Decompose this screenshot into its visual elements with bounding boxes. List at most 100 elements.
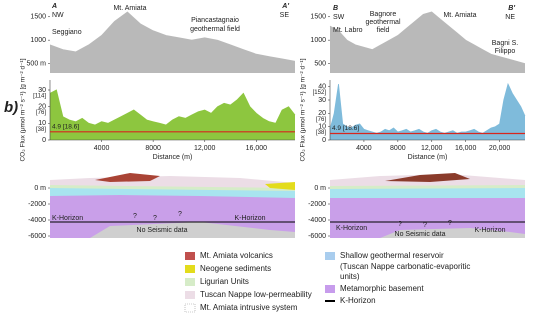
y2-tick-label: [38] (316, 130, 326, 136)
geologic-layer (385, 173, 470, 182)
area-fill (50, 12, 295, 73)
annotation: NW (52, 12, 64, 19)
x-tick-label: 20,000 (489, 145, 511, 152)
y-tick-label: 40 (318, 84, 326, 91)
section-tick-label: -6000 (28, 233, 46, 240)
legend-label: Neogene sediments (200, 264, 272, 273)
geologic-layer (330, 196, 525, 238)
area-line (49, 89, 296, 126)
legend-swatch (185, 291, 195, 299)
x-tick-label: 8000 (145, 145, 161, 152)
legend-label: Tuscan Nappe low-permeability (200, 290, 312, 299)
section-label: K-Horizon (52, 215, 83, 222)
area-line (329, 11, 526, 64)
legend-label: Ligurian Units (200, 277, 249, 286)
section-label: ? (423, 222, 427, 229)
x-axis-title: Distance (m) (153, 154, 193, 161)
section-label: K-Horizon (474, 227, 505, 234)
y-tick-label: 500 (314, 60, 326, 67)
x-axis-title: Distance (m) (408, 154, 448, 161)
section-tick-label: -4000 (28, 217, 46, 224)
x-tick-label: 8000 (390, 145, 406, 152)
annotation: Mt. Amiata (443, 12, 476, 19)
y-tick-label: 20 (318, 110, 326, 117)
y2-tick-label: [76] (36, 110, 46, 116)
x-tick-label: 4000 (356, 145, 372, 152)
section-label: ? (398, 221, 402, 228)
legend-label: K-Horizon (340, 296, 376, 305)
annotation: B' (508, 5, 515, 12)
section-label: K-Horizon (336, 225, 367, 232)
geologic-layer (330, 186, 525, 198)
y2-tick-label: [76] (316, 117, 326, 123)
legend-swatch (325, 285, 335, 293)
annotation: SE (280, 12, 290, 19)
y-tick-label: 1500 (310, 14, 326, 21)
section-label: ? (153, 215, 157, 222)
section-label: K-Horizon (234, 215, 265, 222)
y2-tick-label: [114] (33, 94, 46, 100)
section-tick-label: -4000 (308, 217, 326, 224)
legend-label: Shallow geothermal reservoir (340, 251, 444, 260)
section-tick-label: 0 m (34, 185, 46, 192)
x-tick-label: 12,000 (421, 145, 443, 152)
section-tick-label: -2000 (308, 201, 326, 208)
annotation: geothermal field (190, 26, 240, 33)
legend-label: (Tuscan Nappe carbonatic-evaporitic (340, 262, 471, 271)
section-tick-label: 0 m (314, 185, 326, 192)
section-label: No Seismic data (137, 227, 188, 234)
annotation: A' (281, 3, 289, 10)
panel-label: b) (4, 99, 18, 116)
section-label: ? (178, 211, 182, 218)
geologic-layer (380, 228, 525, 238)
area-fill (330, 12, 525, 73)
legend-label: units) (340, 272, 360, 281)
legend-swatch (185, 278, 195, 286)
geologic-layer (90, 222, 295, 238)
annotation: B (333, 5, 338, 12)
y-tick-label: 30 (38, 87, 46, 94)
section-tick-label: -2000 (28, 201, 46, 208)
y-tick-label: 20 (38, 104, 46, 111)
annotation: Mt. Amiata (113, 5, 146, 12)
annotation: A (51, 3, 57, 10)
annotation: NE (505, 14, 515, 21)
section-label: ? (448, 220, 452, 227)
geologic-layer (265, 182, 295, 190)
y-tick-label: 10 (318, 124, 326, 131)
geologic-layer (95, 173, 160, 182)
annotation: Bagni S. (492, 40, 519, 47)
legend-label: Mt. Amiata volcanics (200, 251, 273, 260)
y-axis-title: CO₂ Flux (μmol m⁻² s⁻¹) [g m⁻² d⁻¹] (300, 58, 307, 161)
legend-swatch (185, 265, 195, 273)
y2-tick-label: [38] (36, 127, 46, 133)
area-fill (330, 84, 525, 140)
legend-label: Metamorphic basement (340, 284, 424, 293)
section-label: No Seismic data (395, 231, 446, 238)
y-axis-title: CO₂ Flux (μmol m⁻² s⁻¹) [g m⁻² d⁻¹] (20, 58, 27, 161)
legend-swatch (185, 252, 195, 260)
x-tick-label: 16,000 (246, 145, 268, 152)
annotation: Piancastagnaio (191, 17, 239, 24)
y-tick-label: 1000 (310, 37, 326, 44)
y-tick-label: 10 (38, 120, 46, 127)
y-tick-label: 500 m (27, 60, 47, 67)
annotation: Filippo (495, 48, 516, 55)
threshold-label: 4.9 [18.6] (332, 125, 359, 132)
section-tick-label: -6000 (308, 233, 326, 240)
annotation: geothermal (365, 19, 400, 26)
area-line (49, 11, 296, 62)
y2-tick-label: [152] (313, 90, 327, 96)
legend-swatch (184, 303, 196, 313)
annotation: Seggiano (52, 29, 82, 36)
y-tick-label: 0 (42, 137, 46, 144)
x-tick-label: 16,000 (455, 145, 477, 152)
section-label: ? (133, 213, 137, 220)
threshold-label: 4.9 [18.6] (52, 124, 79, 131)
annotation: Mt. Labro (333, 27, 363, 34)
annotation: SW (333, 14, 345, 21)
y-tick-label: 0 (322, 137, 326, 144)
y-tick-label: 30 (318, 97, 326, 104)
